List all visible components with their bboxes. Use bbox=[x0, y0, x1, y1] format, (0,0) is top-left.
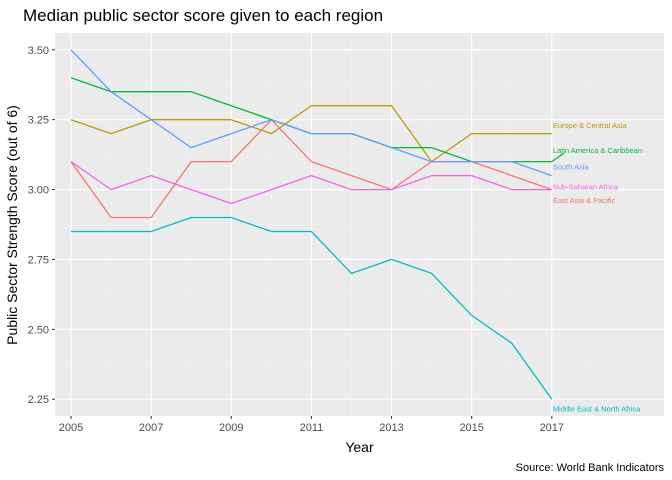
source-caption: Source: World Bank Indicators bbox=[516, 462, 665, 474]
x-axis-title: Year bbox=[345, 439, 374, 455]
x-tick-label: 2013 bbox=[379, 422, 403, 434]
y-axis-title: Public Sector Strength Score (out of 6) bbox=[4, 105, 20, 345]
series-label-middle-east-north-africa: Middle East & North Africa bbox=[553, 405, 641, 414]
series-line-sub-saharan-africa bbox=[70, 161, 552, 205]
series-label-latin-america-caribbean: Latin America & Caribbean bbox=[553, 146, 642, 155]
series-label-europe-central-asia: Europe & Central Asia bbox=[553, 121, 628, 130]
y-tick-label: 3.25 bbox=[28, 115, 49, 127]
series-label-east-asia-pacific: East Asia & Pacific bbox=[553, 196, 616, 205]
x-tick-label: 2015 bbox=[459, 422, 483, 434]
plot-panel: East Asia & Pacific Europe & Central Asia… bbox=[55, 33, 664, 416]
series-label-sub-saharan-africa: Sub-Saharan Africa bbox=[553, 182, 619, 191]
series-label-south-asia: South Asia bbox=[553, 163, 590, 172]
x-axis: 2005 2007 2009 2011 2013 2015 2017 bbox=[59, 416, 564, 434]
series-line-middle-east-north-africa bbox=[71, 216, 553, 400]
y-tick-label: 2.25 bbox=[28, 394, 49, 406]
x-tick-label: 2011 bbox=[300, 422, 324, 434]
x-tick-label: 2017 bbox=[540, 422, 564, 434]
y-tick-label: 3.50 bbox=[28, 45, 49, 57]
y-axis: 2.25 2.50 2.75 3.00 3.25 3.50 bbox=[28, 45, 55, 406]
y-tick-label: 2.75 bbox=[28, 254, 49, 266]
x-tick-label: 2005 bbox=[59, 422, 83, 434]
series-line-south-asia bbox=[70, 49, 553, 177]
y-tick-label: 2.50 bbox=[28, 324, 49, 336]
x-tick-label: 2007 bbox=[139, 422, 163, 434]
x-tick-label: 2009 bbox=[219, 422, 243, 434]
y-tick-label: 3.00 bbox=[28, 185, 49, 197]
chart-title: Median public sector score given to each… bbox=[23, 6, 383, 25]
